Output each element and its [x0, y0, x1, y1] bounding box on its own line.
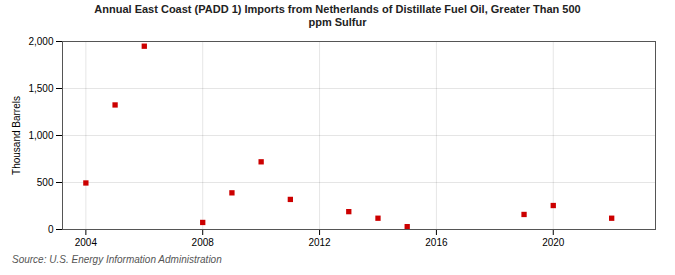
svg-text:1,000: 1,000: [28, 130, 53, 141]
svg-text:1,500: 1,500: [28, 83, 53, 94]
html-text:Annual East Coast (PADD 1) Imp: Annual East Coast (PADD 1) Imports from …: [94, 3, 581, 28]
svg-text:0: 0: [48, 224, 54, 235]
html-text:Source: U.S. Energy Informatio: Source: U.S. Energy Information Administ…: [12, 254, 222, 265]
svg-text:Thousand Barrels: Thousand Barrels: [11, 96, 22, 175]
svg-text:2020: 2020: [542, 237, 565, 248]
svg-text:2012: 2012: [308, 237, 331, 248]
svg-text:2008: 2008: [192, 237, 215, 248]
svg-text:2,000: 2,000: [28, 36, 53, 47]
svg-text:2004: 2004: [75, 237, 98, 248]
svg-text:500: 500: [37, 177, 54, 188]
svg-text:2016: 2016: [425, 237, 448, 248]
